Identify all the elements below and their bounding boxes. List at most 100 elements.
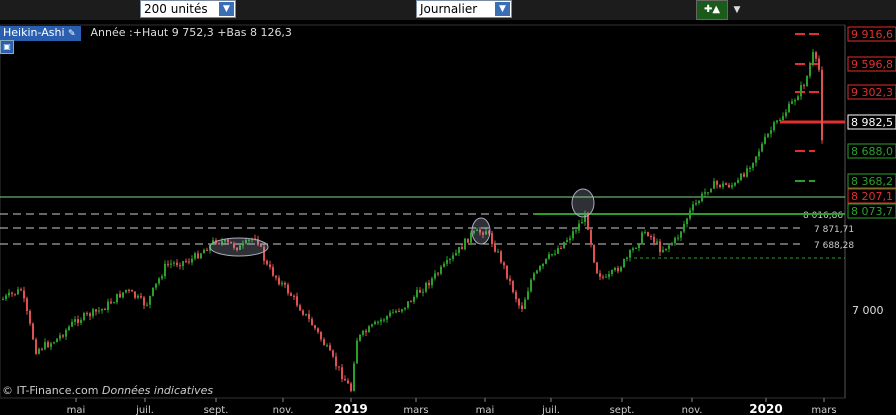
units-select[interactable]: 200 unités ▼: [140, 0, 236, 18]
candle-body: [770, 130, 772, 134]
price-level-label: 8 073,7: [851, 205, 893, 218]
candle-body: [650, 236, 652, 238]
candle-body: [365, 330, 367, 333]
candle-body: [590, 229, 592, 245]
toolbar: 200 unités ▼ Journalier ▼ ✚▲ ▼: [0, 0, 896, 20]
candle-body: [428, 282, 430, 286]
candle-body: [59, 335, 61, 339]
candle-body: [2, 298, 4, 300]
candle-body: [674, 237, 676, 244]
candle-body: [623, 258, 625, 268]
candle-body: [689, 210, 691, 219]
period-select[interactable]: Journalier ▼: [416, 0, 512, 18]
chart-settings-icon[interactable]: ▣: [0, 40, 14, 54]
candle-body: [380, 319, 382, 322]
price-level-box: [847, 188, 896, 204]
price-level-box: [847, 173, 896, 189]
candle-body: [602, 276, 604, 278]
candle-body: [458, 247, 460, 253]
candle-body: [743, 173, 745, 177]
candle-body: [338, 366, 340, 368]
candle-body: [605, 276, 607, 278]
candle-body: [53, 342, 55, 344]
candle-body: [695, 202, 697, 205]
candle-body: [452, 255, 454, 259]
candle-body: [509, 278, 511, 282]
candle-body: [410, 301, 412, 303]
x-tick-label: juil.: [135, 405, 154, 415]
candle-body: [491, 233, 493, 245]
copyright-notice: © IT-Finance.com Données indicatives: [2, 384, 213, 397]
candle-body: [812, 52, 814, 66]
candle-body: [311, 318, 313, 326]
candle-body: [314, 325, 316, 329]
period-select-value: Journalier: [420, 2, 478, 16]
candle-body: [305, 313, 307, 315]
candle-body: [266, 260, 268, 265]
candle-body: [521, 305, 523, 310]
fib-level-label: 7 688,28: [814, 241, 854, 251]
candle-body: [233, 243, 235, 248]
chevron-down-icon[interactable]: ▼: [495, 2, 510, 16]
candle-body: [692, 204, 694, 211]
chart-type-label[interactable]: Heikin-Ashi ✎: [0, 26, 82, 41]
candle-body: [815, 52, 817, 59]
candle-body: [515, 292, 517, 300]
candle-body: [527, 291, 529, 300]
candle-body: [212, 240, 214, 244]
candle-body: [260, 244, 262, 247]
candle-body: [44, 342, 46, 350]
x-tick-label: nov.: [682, 405, 703, 415]
candle-body: [425, 282, 427, 292]
candle-body: [104, 308, 106, 310]
candle-body: [554, 253, 556, 255]
candle-body: [110, 301, 112, 304]
candle-body: [170, 263, 172, 265]
candle-body: [707, 192, 709, 194]
candle-body: [11, 292, 13, 294]
candle-body: [179, 265, 181, 267]
candle-body: [137, 295, 139, 298]
price-level-label: 8 688,0: [851, 145, 893, 158]
candle-body: [377, 321, 379, 323]
candle-body: [107, 301, 109, 310]
candle-body: [308, 313, 310, 319]
candle-body: [128, 289, 130, 291]
candle-body: [197, 253, 199, 259]
chart-tool-icon[interactable]: ✚▲: [696, 0, 728, 20]
candle-body: [710, 188, 712, 193]
candle-body: [779, 119, 781, 121]
candle-body: [287, 284, 289, 294]
candle-body: [20, 289, 22, 291]
price-level-label: 9 596,8: [851, 58, 893, 71]
candle-body: [56, 338, 58, 343]
candle-body: [38, 348, 40, 354]
candle-body: [800, 85, 802, 97]
candle-body: [524, 299, 526, 310]
candle-body: [353, 363, 355, 392]
chevron-down-icon[interactable]: ▼: [733, 5, 741, 15]
candle-body: [578, 223, 580, 231]
chevron-down-icon[interactable]: ▼: [219, 2, 234, 16]
candle-body: [200, 253, 202, 259]
candle-body: [62, 335, 64, 337]
candle-body: [572, 231, 574, 239]
candle-body: [113, 302, 115, 304]
candle-body: [47, 342, 49, 348]
candle-body: [407, 301, 409, 308]
candle-body: [437, 273, 439, 275]
candle-body: [272, 267, 274, 276]
units-select-value: 200 unités: [144, 2, 208, 16]
candle-body: [599, 273, 601, 277]
candle-body: [278, 277, 280, 285]
candle-body: [776, 120, 778, 123]
candle-body: [332, 350, 334, 357]
candle-body: [281, 282, 283, 285]
candle-body: [608, 274, 610, 277]
candle-body: [464, 238, 466, 250]
candle-body: [173, 262, 175, 264]
candle-body: [728, 184, 730, 188]
candle-body: [134, 291, 136, 298]
chart-header: Heikin-Ashi ✎ Année :+Haut 9 752,3 +Bas …: [0, 26, 292, 41]
candle-body: [539, 266, 541, 271]
